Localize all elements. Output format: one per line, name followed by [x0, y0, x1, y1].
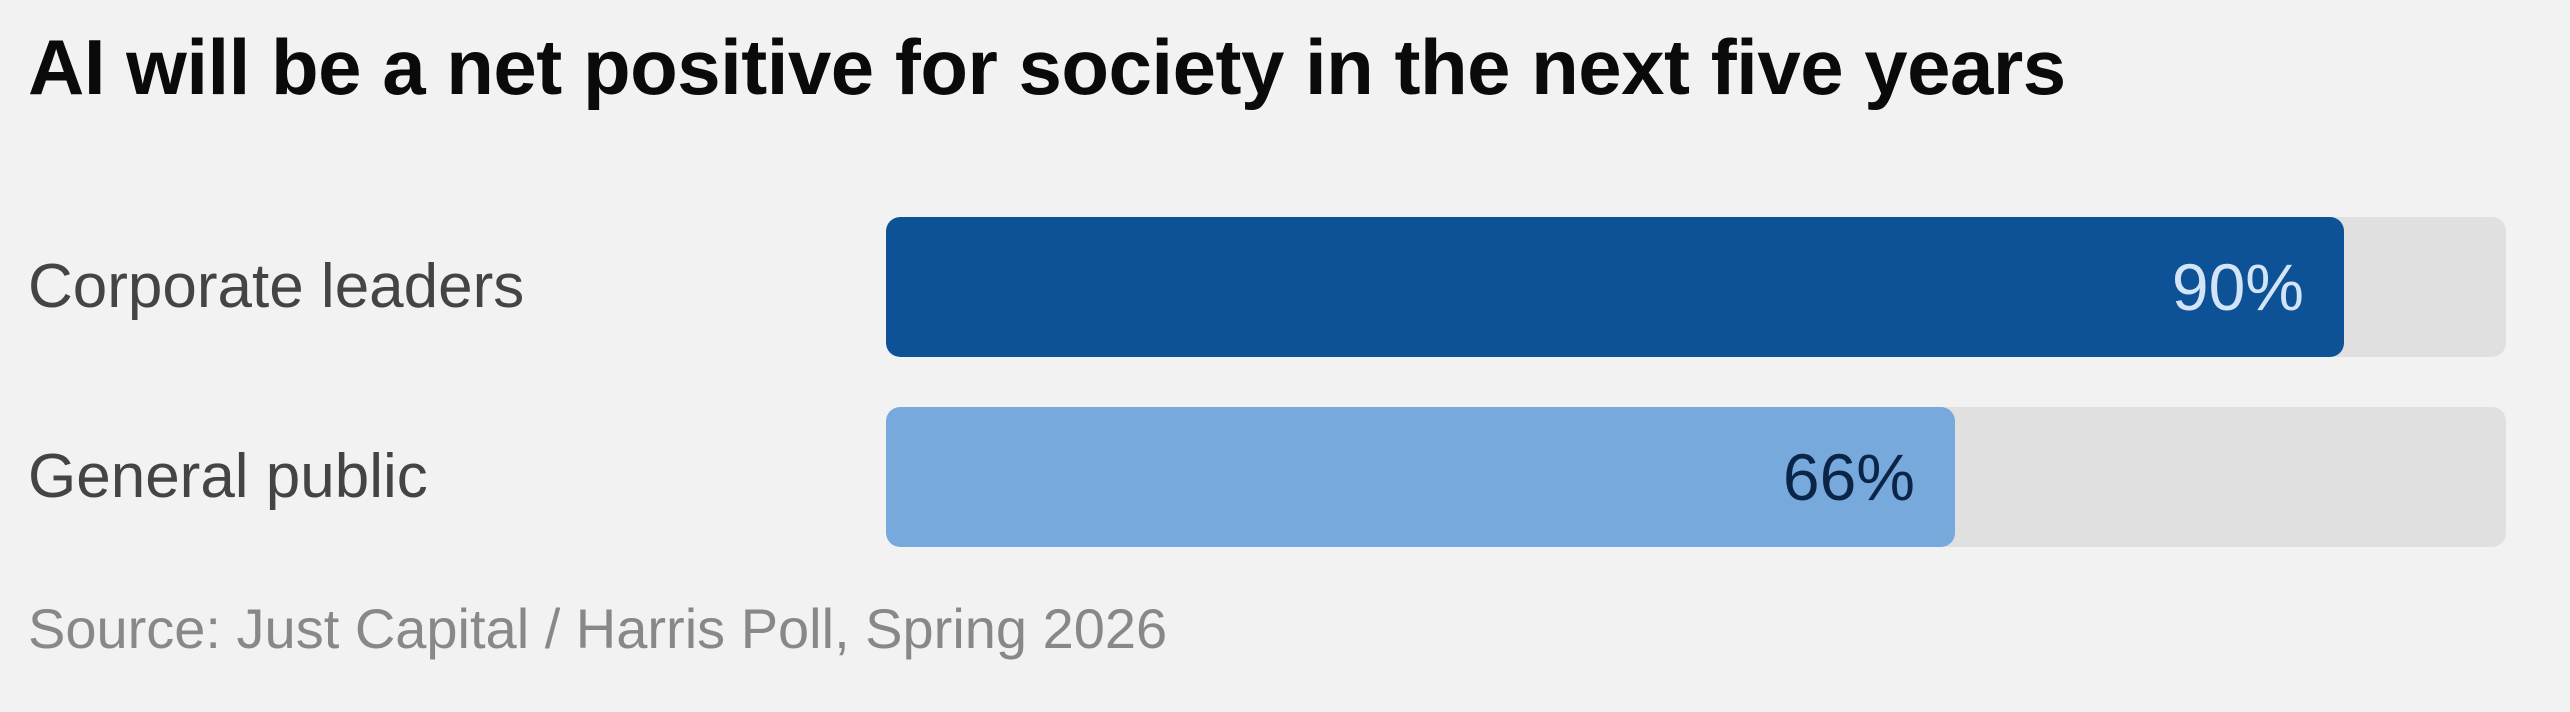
bar-fill: 90%: [886, 217, 2344, 357]
category-label: Corporate leaders: [28, 252, 525, 321]
bar-row-general-public: General public 66%: [0, 407, 2570, 547]
bar-track: 90%: [886, 217, 2506, 357]
category-label: General public: [28, 442, 428, 511]
chart-title: AI will be a net positive for society in…: [28, 23, 2066, 111]
bar-track: 66%: [886, 407, 2506, 547]
bar-row-corporate-leaders: Corporate leaders 90%: [0, 217, 2570, 357]
source-note: Source: Just Capital / Harris Poll, Spri…: [28, 597, 1168, 660]
value-label: 90%: [2171, 250, 2304, 324]
bar-fill: 66%: [886, 407, 1955, 547]
value-label: 66%: [1782, 440, 1915, 514]
